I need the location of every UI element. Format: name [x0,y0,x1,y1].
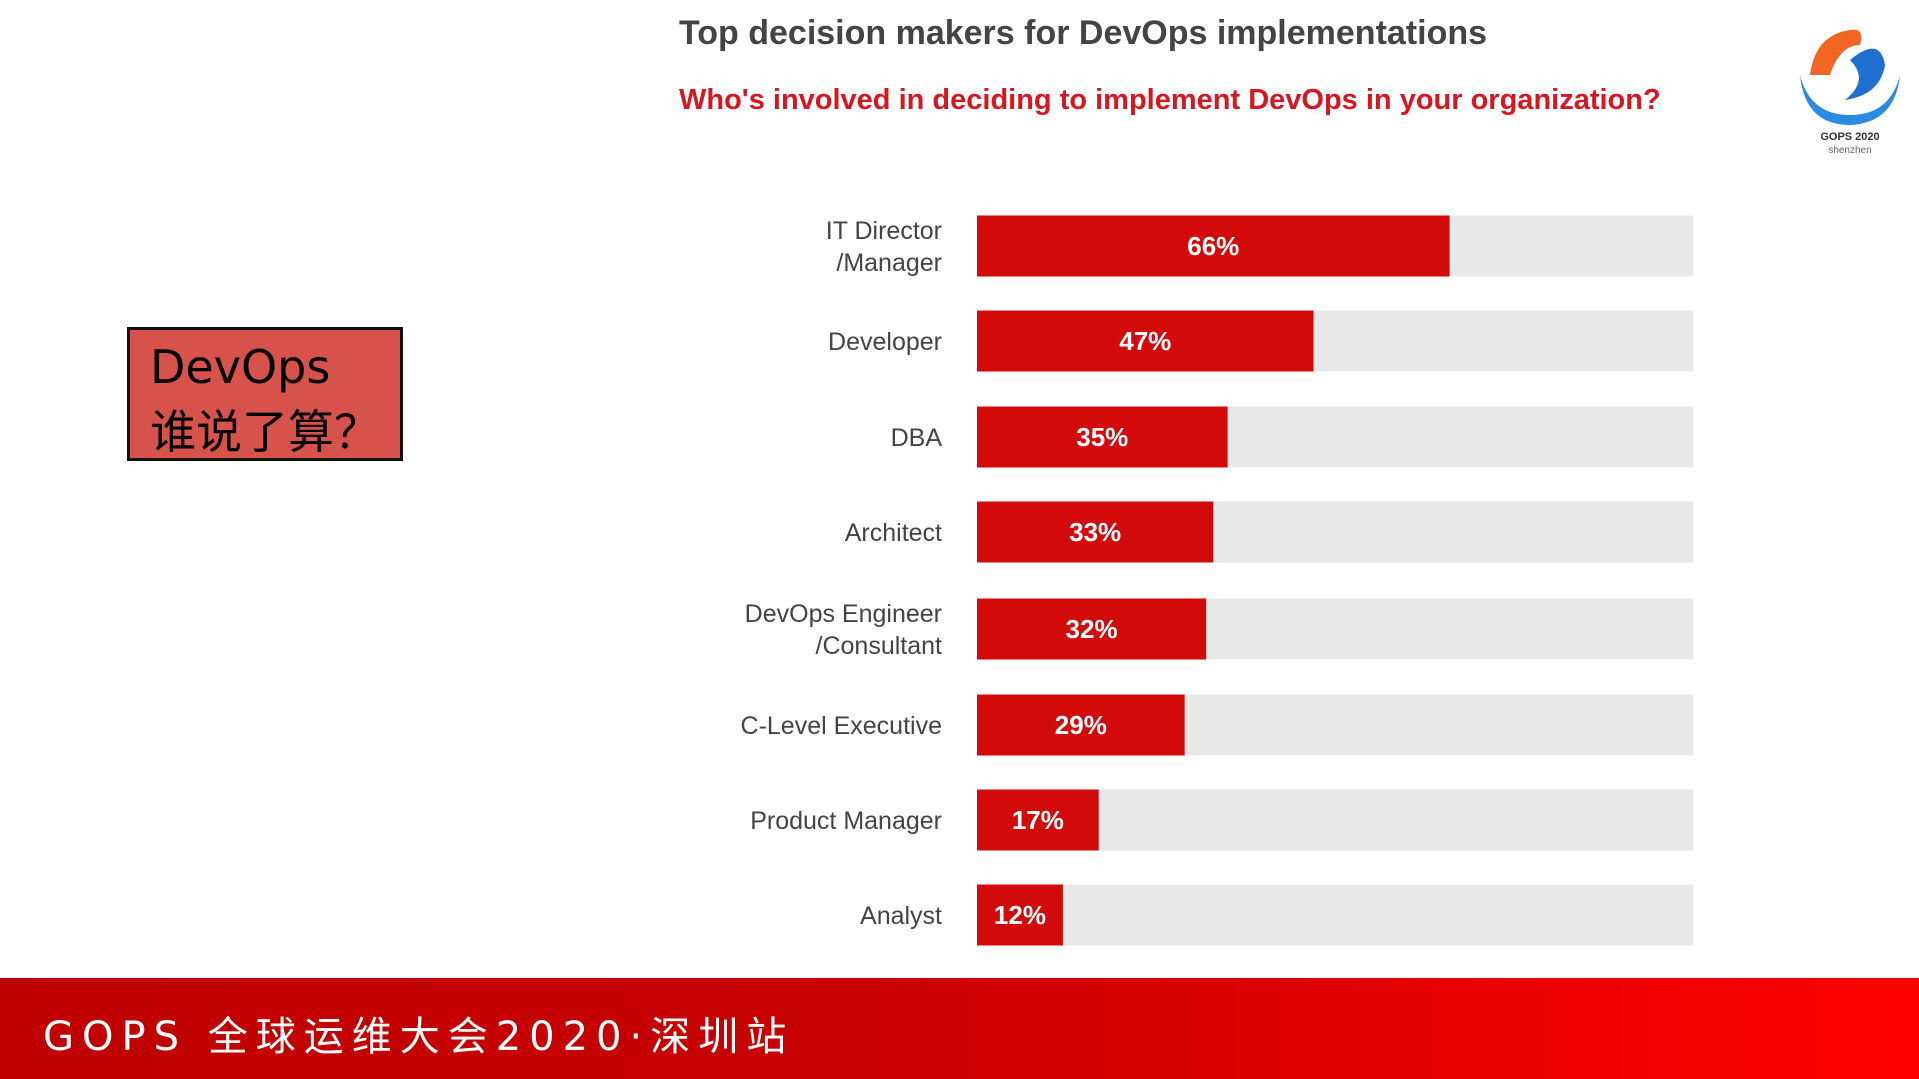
data-label: 66% [1187,231,1239,261]
category-label: C-Level Executive [741,712,942,740]
category-label: DevOps Engineer/Consultant [745,600,942,660]
category-label: DBA [891,424,943,452]
bar [977,789,1099,851]
data-label: 47% [1119,326,1171,356]
svg-text:shenzhen: shenzhen [1828,145,1871,155]
chart-title: Top decision makers for DevOps implement… [679,14,1488,52]
bar [977,884,1063,946]
bar-track [977,884,1693,946]
svg-text:GOPS 2020: GOPS 2020 [1820,131,1879,143]
bar [977,215,1450,277]
bar-chart: 66% IT Director/Manager 47% Developer 35% DBA… [741,215,1693,946]
category-label: Developer [828,328,942,356]
callout-line-1: DevOps [150,340,331,394]
bar [977,694,1185,756]
chart-subtitle: Who's involved in deciding to implement … [679,84,1661,116]
bar [977,406,1228,468]
callout-box: DevOps 谁说了算？ [127,327,403,461]
data-label: 33% [1069,517,1121,547]
bar [977,310,1314,372]
category-label: Architect [845,519,942,547]
bar [977,501,1214,563]
category-label: IT Director/Manager [826,217,942,277]
gops-logo-icon: GOPS 2020 shenzhen [1800,29,1900,155]
category-label: Product Manager [750,807,942,835]
data-label: 17% [1012,805,1064,835]
data-label: 32% [1066,614,1118,644]
bar [977,598,1207,660]
category-label: Analyst [860,902,942,930]
footer-banner: GOPS 全球运维大会2020·深圳站 [0,978,1919,1079]
data-label: 29% [1055,710,1107,740]
footer-text: GOPS 全球运维大会2020·深圳站 [43,1014,795,1060]
data-label: 12% [994,900,1046,930]
callout-line-2: 谁说了算？ [150,405,380,459]
data-label: 35% [1076,422,1128,452]
